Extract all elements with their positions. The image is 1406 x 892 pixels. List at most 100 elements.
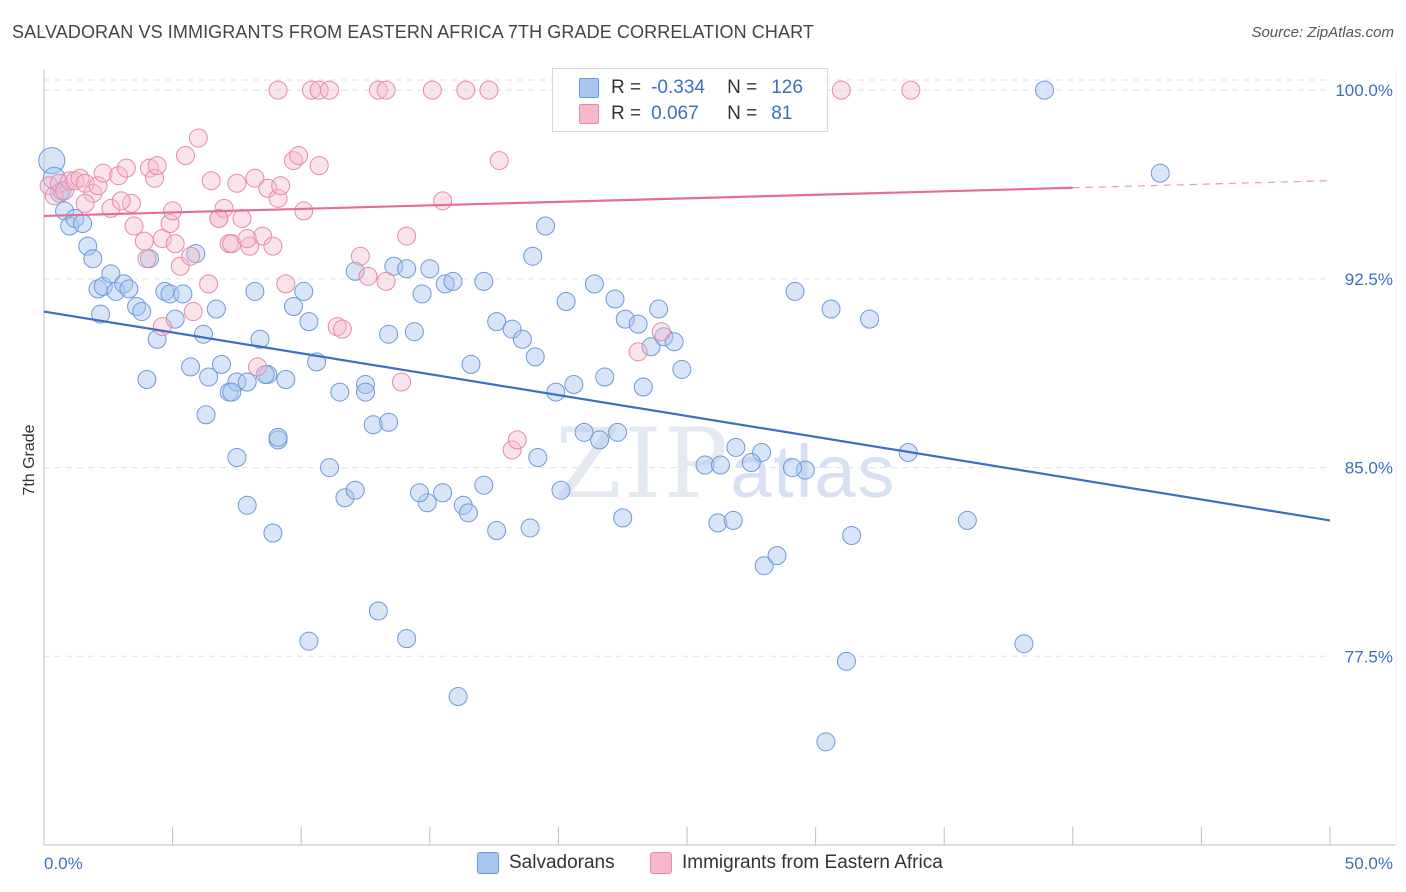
point-eastern-africa — [175, 146, 195, 166]
point-eastern-africa — [253, 226, 273, 246]
source-label: Source: ZipAtlas.com — [1251, 24, 1394, 41]
point-salvadorans — [816, 732, 836, 752]
point-salvadorans — [641, 337, 661, 357]
point-eastern-africa — [145, 168, 165, 188]
point-salvadorans — [523, 246, 543, 266]
point-salvadorans — [628, 314, 648, 334]
point-salvadorans — [91, 304, 111, 324]
point-salvadorans — [474, 475, 494, 495]
point-salvadorans — [73, 213, 93, 233]
point-salvadorans — [782, 458, 802, 478]
point-salvadorans — [83, 249, 103, 269]
point-eastern-africa — [88, 176, 108, 196]
point-eastern-africa — [309, 80, 329, 100]
point-salvadorans — [222, 382, 242, 402]
point-salvadorans — [564, 375, 584, 395]
point-salvadorans — [78, 236, 98, 256]
legend-label-eastern-africa: Immigrants from Eastern Africa — [682, 852, 943, 873]
watermark-zip: ZIP — [555, 408, 731, 520]
point-salvadorans — [708, 513, 728, 533]
point-salvadorans — [211, 354, 231, 374]
point-eastern-africa — [152, 317, 172, 337]
point-eastern-africa — [170, 256, 190, 276]
point-salvadorans — [836, 651, 856, 671]
point-salvadorans — [435, 274, 455, 294]
point-eastern-africa — [139, 158, 159, 178]
point-salvadorans — [345, 480, 365, 500]
point-eastern-africa — [358, 266, 378, 286]
point-salvadorans — [767, 546, 787, 566]
point-salvadorans — [49, 183, 69, 203]
point-salvadorans — [487, 312, 507, 332]
point-salvadorans — [512, 329, 532, 349]
point-salvadorans — [363, 415, 383, 435]
point-eastern-africa — [502, 440, 522, 460]
chart-title: SALVADORAN VS IMMIGRANTS FROM EASTERN AF… — [12, 22, 814, 42]
point-eastern-africa — [901, 80, 921, 100]
point-salvadorans — [299, 312, 319, 332]
tick-labels: 77.5% 85.0% 92.5% 100.0% 0.0% 50.0% 7th Grade — [21, 81, 1393, 873]
legend-swatch-blue — [579, 78, 599, 98]
point-eastern-africa — [44, 186, 64, 206]
point-salvadorans — [710, 455, 730, 475]
point-salvadorans — [299, 631, 319, 651]
point-salvadorans — [502, 319, 522, 339]
point-salvadorans — [574, 422, 594, 442]
point-salvadorans — [101, 264, 121, 284]
legend-swatch-salvadorans — [477, 852, 499, 874]
point-eastern-africa — [507, 430, 527, 450]
point-eastern-africa — [263, 236, 283, 256]
point-eastern-africa — [55, 181, 75, 201]
point-salvadorans — [417, 493, 437, 513]
point-salvadorans — [672, 359, 692, 379]
point-eastern-africa — [237, 229, 257, 249]
point-salvadorans — [379, 324, 399, 344]
point-salvadorans — [173, 284, 193, 304]
point-eastern-africa — [214, 198, 234, 218]
point-salvadorans — [335, 488, 355, 508]
point-salvadorans — [356, 375, 375, 395]
legend-n-value: 126 — [771, 77, 803, 98]
point-salvadorans — [528, 448, 548, 467]
point-salvadorans — [654, 327, 674, 347]
point-salvadorans — [206, 299, 226, 319]
point-eastern-africa — [116, 158, 136, 178]
point-salvadorans — [245, 281, 265, 301]
point-salvadorans — [263, 523, 283, 543]
point-salvadorans — [199, 367, 219, 387]
legend-n-value: 81 — [771, 103, 793, 124]
legend-n-label: N = — [727, 103, 758, 124]
point-eastern-africa — [350, 246, 370, 266]
point-eastern-africa — [294, 201, 314, 221]
point-eastern-africa — [134, 231, 154, 251]
point-eastern-africa — [124, 216, 144, 236]
watermark: ZIPatlas — [555, 408, 897, 520]
point-salvadorans — [726, 437, 746, 457]
point-salvadorans — [283, 297, 303, 317]
point-salvadorans — [551, 480, 571, 500]
point-salvadorans — [1150, 163, 1170, 183]
point-eastern-africa — [309, 156, 329, 176]
point-salvadorans — [294, 281, 314, 301]
point-salvadorans — [127, 297, 147, 317]
point-salvadorans — [193, 324, 213, 344]
point-eastern-africa — [188, 128, 208, 148]
point-eastern-africa — [152, 229, 172, 249]
point-salvadorans — [474, 271, 494, 291]
legend-item-salvadorans: Salvadorans — [477, 852, 615, 874]
point-salvadorans — [525, 347, 545, 367]
point-eastern-africa — [628, 342, 648, 362]
point-salvadorans — [345, 261, 365, 281]
legend-r-value: -0.334 — [651, 77, 705, 98]
point-salvadorans — [590, 430, 610, 450]
point-eastern-africa — [831, 80, 851, 100]
point-salvadorans — [556, 291, 576, 311]
point-salvadorans — [695, 455, 715, 475]
point-salvadorans — [397, 629, 417, 649]
point-eastern-africa — [147, 156, 167, 176]
point-salvadorans — [1014, 634, 1034, 654]
point-salvadorans — [433, 483, 453, 503]
point-salvadorans — [546, 382, 566, 402]
point-salvadorans — [754, 556, 774, 576]
point-eastern-africa — [433, 191, 453, 211]
